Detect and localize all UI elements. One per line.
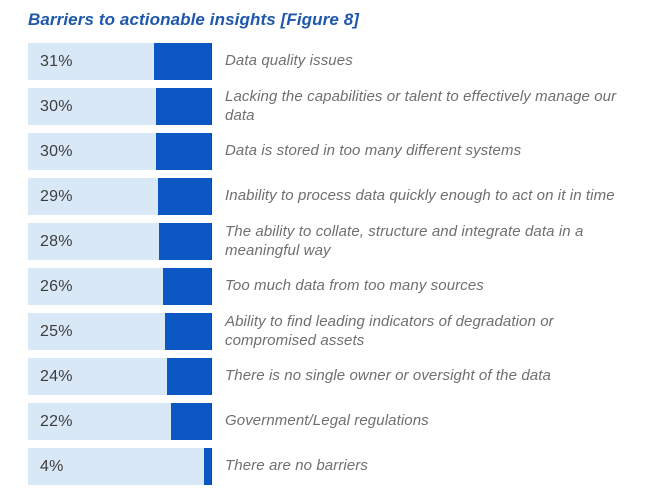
chart-title: Barriers to actionable insights [Figure … (28, 10, 360, 29)
bar-row: 30% Lacking the capabilities or talent t… (28, 88, 670, 125)
bar-category-label: Government/Legal regulations (225, 412, 429, 430)
bar-category-label: Data is stored in too many different sys… (225, 142, 522, 160)
bar-fill (153, 43, 212, 80)
bar-category-label: Data quality issues (225, 52, 353, 70)
bar-category-label: Ability to find leading indicators of de… (225, 313, 554, 349)
bar-row: 30% Data is stored in too many different… (28, 133, 670, 170)
bar-track: 29% (28, 178, 212, 215)
bar-category-label: There is no single owner or oversight of… (225, 367, 551, 385)
bar-value-label: 4% (40, 457, 64, 475)
bar-category-label: Too much data from too many sources (225, 277, 484, 295)
bar-fill (159, 223, 212, 260)
bar-row: 31% Data quality issues (28, 43, 670, 80)
bar-track: 26% (28, 268, 212, 305)
bar-track: 28% (28, 223, 212, 260)
bar-category-label: There are no barriers (225, 457, 368, 475)
bar-value-label: 28% (40, 232, 73, 250)
bar-track: 24% (28, 358, 212, 395)
bar-fill (166, 358, 212, 395)
bar-value-label: 29% (40, 187, 73, 205)
bar-value-label: 30% (40, 142, 73, 160)
bar-value-label: 31% (40, 52, 73, 70)
bar-track: 31% (28, 43, 212, 80)
bar-row: 22% Government/Legal regulations (28, 403, 670, 440)
bar-category-label: The ability to collate, structure and in… (225, 223, 584, 259)
bar-track: 22% (28, 403, 212, 440)
bar-fill (203, 448, 212, 485)
bar-track: 25% (28, 313, 212, 350)
bar-row: 4% There are no barriers (28, 448, 670, 485)
bar-fill (155, 88, 212, 125)
bar-track: 4% (28, 448, 212, 485)
bar-value-label: 30% (40, 97, 73, 115)
bar-row: 24% There is no single owner or oversigh… (28, 358, 670, 395)
bar-value-label: 24% (40, 367, 73, 385)
bar-track: 30% (28, 133, 212, 170)
bar-fill (170, 403, 212, 440)
bar-fill (157, 178, 212, 215)
bar-fill (163, 268, 212, 305)
bar-value-label: 25% (40, 322, 73, 340)
bar-row: 26% Too much data from too many sources (28, 268, 670, 305)
bar-track: 30% (28, 88, 212, 125)
bar-fill (155, 133, 212, 170)
bar-row: 25% Ability to find leading indicators o… (28, 313, 670, 350)
bar-value-label: 22% (40, 412, 73, 430)
bar-category-label: Lacking the capabilities or talent to ef… (225, 88, 617, 124)
bar-row: 28% The ability to collate, structure an… (28, 223, 670, 260)
bar-category-label: Inability to process data quickly enough… (225, 187, 615, 205)
bar-chart: 31% Data quality issues 30% Lacking the … (28, 43, 670, 485)
bar-value-label: 26% (40, 277, 73, 295)
bar-fill (165, 313, 212, 350)
bar-row: 29% Inability to process data quickly en… (28, 178, 670, 215)
